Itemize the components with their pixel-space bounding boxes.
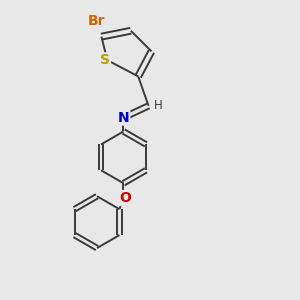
Text: O: O <box>119 191 131 205</box>
Text: S: S <box>100 53 110 67</box>
Text: H: H <box>154 99 162 112</box>
Text: Br: Br <box>88 14 105 28</box>
Text: N: N <box>118 111 129 124</box>
